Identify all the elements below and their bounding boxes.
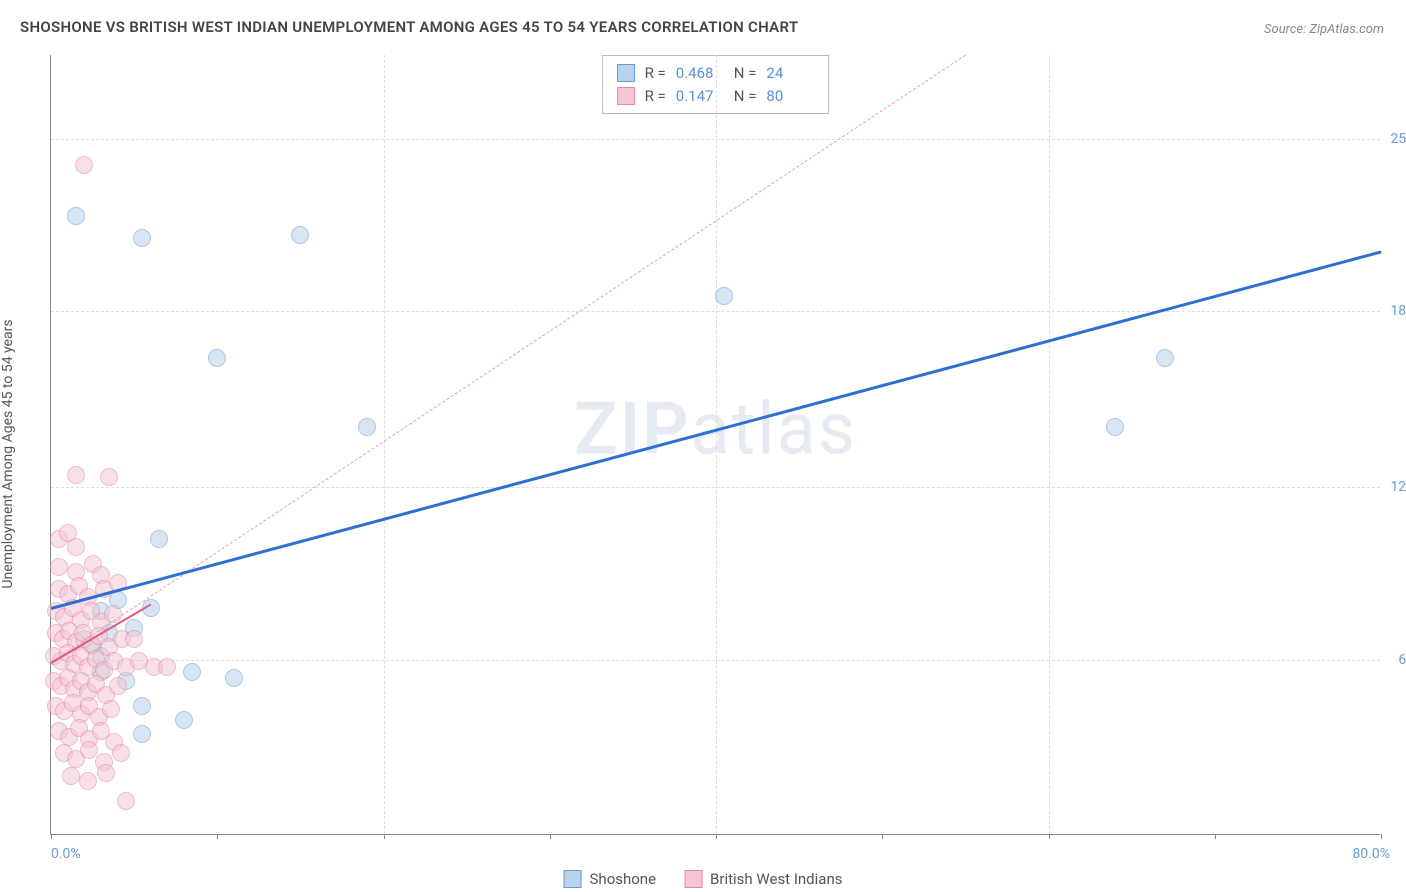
scatter-point <box>62 767 80 785</box>
chart-title: SHOSHONE VS BRITISH WEST INDIAN UNEMPLOY… <box>20 18 798 36</box>
scatter-point <box>1106 418 1124 436</box>
y-tick-label: 6.3% <box>1398 652 1406 668</box>
scatter-point <box>358 418 376 436</box>
scatter-point <box>133 725 151 743</box>
bottom-legend: Shoshone British West Indians <box>564 870 843 888</box>
plot-area: ZIPatlas R =0.468N =24R =0.147N =80 0.0%… <box>50 55 1380 835</box>
y-tick-label: 18.8% <box>1390 303 1406 319</box>
gridline-vertical <box>1049 55 1050 834</box>
legend-label: British West Indians <box>710 870 842 888</box>
y-axis-label: Unemployment Among Ages 45 to 54 years <box>0 319 16 588</box>
legend-swatch <box>564 870 582 888</box>
x-tick-mark <box>1215 834 1216 839</box>
x-tick-mark <box>217 834 218 839</box>
y-tick-label: 25.0% <box>1390 131 1406 147</box>
x-tick-mark <box>882 834 883 839</box>
scatter-point <box>150 530 168 548</box>
stat-r-label: R = <box>645 62 666 85</box>
y-tick-label: 12.5% <box>1390 479 1406 495</box>
scatter-point <box>75 156 93 174</box>
scatter-point <box>117 792 135 810</box>
scatter-point <box>97 764 115 782</box>
x-tick-mark <box>1049 834 1050 839</box>
scatter-point <box>208 349 226 367</box>
scatter-point <box>67 538 85 556</box>
scatter-point <box>1156 349 1174 367</box>
x-tick-mark <box>716 834 717 839</box>
x-tick-mark <box>51 834 52 839</box>
scatter-point <box>79 772 97 790</box>
x-axis-min-label: 0.0% <box>51 846 81 862</box>
scatter-point <box>225 669 243 687</box>
scatter-point <box>112 744 130 762</box>
scatter-point <box>67 207 85 225</box>
legend-swatch <box>617 64 635 82</box>
scatter-point <box>133 697 151 715</box>
scatter-point <box>133 229 151 247</box>
scatter-point <box>50 558 68 576</box>
scatter-point <box>67 466 85 484</box>
source-attribution: Source: ZipAtlas.com <box>1264 22 1384 37</box>
x-tick-mark <box>550 834 551 839</box>
x-tick-mark <box>384 834 385 839</box>
legend-label: Shoshone <box>590 870 657 888</box>
gridline-vertical <box>716 55 717 834</box>
x-tick-mark <box>1381 834 1382 839</box>
x-axis-max-label: 80.0% <box>1352 846 1390 862</box>
stat-n-label: N = <box>734 85 757 108</box>
gridline-vertical <box>384 55 385 834</box>
bottom-legend-item: British West Indians <box>684 870 842 888</box>
scatter-point <box>100 468 118 486</box>
legend-swatch <box>617 87 635 105</box>
stat-r-label: R = <box>645 85 666 108</box>
stat-n-label: N = <box>734 62 757 85</box>
bottom-legend-item: Shoshone <box>564 870 657 888</box>
scatter-point <box>109 677 127 695</box>
scatter-point <box>291 226 309 244</box>
scatter-point <box>125 630 143 648</box>
scatter-point <box>102 700 120 718</box>
stat-n-value: 24 <box>766 62 814 85</box>
scatter-point <box>715 287 733 305</box>
scatter-point <box>158 658 176 676</box>
legend-swatch <box>684 870 702 888</box>
stat-n-value: 80 <box>766 85 814 108</box>
scatter-point <box>175 711 193 729</box>
scatter-point <box>183 663 201 681</box>
